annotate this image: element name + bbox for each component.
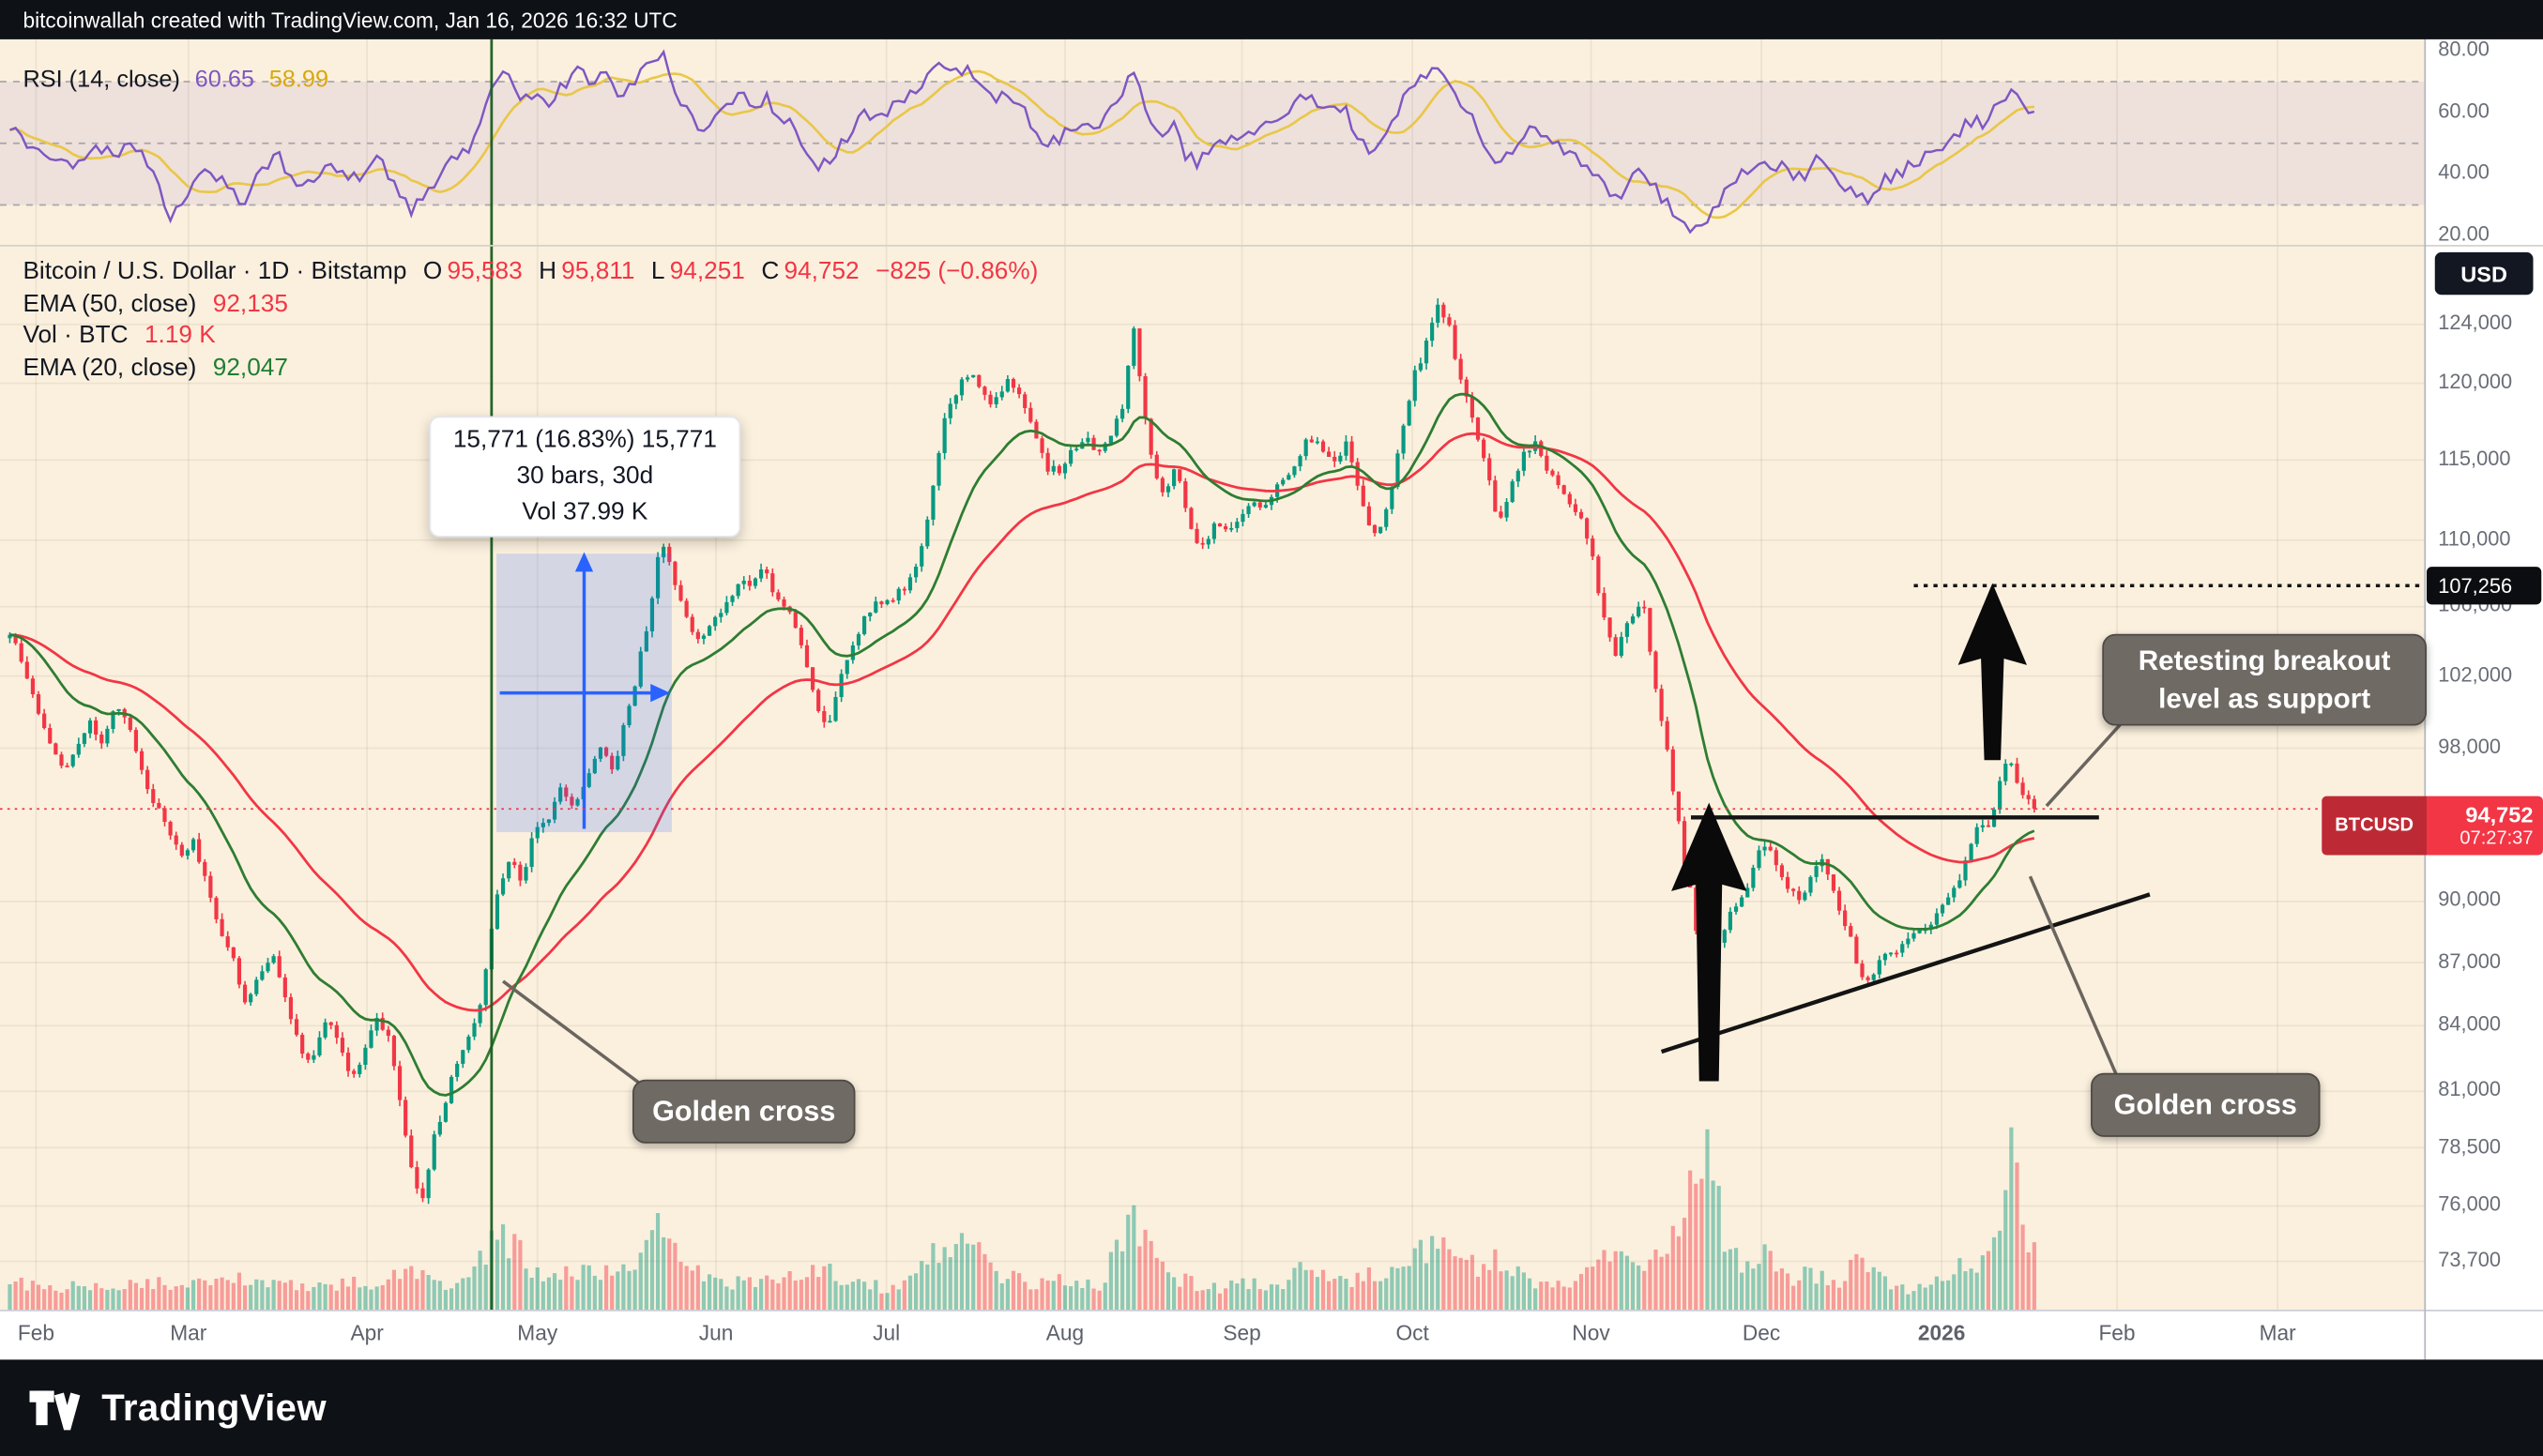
time-axis-label: 2026	[1917, 1320, 1966, 1345]
time-axis-label: Oct	[1395, 1320, 1429, 1345]
price-axis[interactable]: USD 107,256 BTCUSD 94,752 07:27:37	[2322, 39, 2543, 1359]
rsi-value: 60.65	[194, 67, 255, 94]
time-axis-label: Aug	[1045, 1320, 1085, 1345]
ema50-label: EMA (50, close)	[23, 290, 197, 318]
time-axis-label: Mar	[2259, 1320, 2296, 1345]
measure-volume: Vol 37.99 K	[522, 497, 648, 526]
measure-tooltip: 15,771 (16.83%) 15,771 30 bars, 30d Vol …	[429, 416, 741, 538]
ema20-value: 92,047	[212, 354, 288, 382]
tradingview-logo	[29, 1389, 81, 1430]
time-axis-label: Feb	[17, 1320, 54, 1345]
brand-name: TradingView	[101, 1386, 327, 1429]
price-tag-countdown: 07:27:37	[2459, 827, 2534, 848]
time-axis[interactable]: Feb Mar Apr May Jun Jul Aug Sep Oct Nov Dec 2026 Feb…	[0, 1311, 2425, 1359]
rsi-legend[interactable]: RSI (14, close) 60.65 58.99	[23, 68, 328, 94]
rsi-legend-label: RSI (14, close)	[23, 67, 180, 94]
brand-bar: TradingView	[0, 1359, 2543, 1456]
callout-retest-breakout[interactable]: Retesting breakout level as support	[2102, 633, 2428, 726]
rsi-ma-value: 58.99	[268, 67, 329, 94]
ohlc-low: L 94,251	[650, 257, 745, 285]
time-axis-label: Sep	[1223, 1320, 1261, 1345]
ohlc-high: H 95,811	[539, 257, 635, 285]
level-price-tag: 107,256	[2427, 567, 2542, 605]
time-axis-label: Jun	[698, 1320, 734, 1345]
price-tag-symbol: BTCUSD	[2322, 796, 2428, 856]
time-axis-label: May	[517, 1320, 558, 1345]
currency-button[interactable]: USD	[2434, 251, 2534, 296]
current-price-tag: BTCUSD 94,752 07:27:37	[2322, 796, 2543, 856]
time-axis-label: Mar	[170, 1320, 207, 1345]
ohlc-open: O 95,583	[422, 257, 523, 285]
time-axis-label: Apr	[350, 1320, 384, 1345]
volume-value: 1.19 K	[144, 321, 216, 349]
ema50-legend[interactable]: EMA (50, close) 92,135	[23, 290, 287, 318]
change-value: −825 (−0.86%)	[876, 257, 1039, 285]
time-axis-label: Feb	[2098, 1320, 2136, 1345]
ohlc-close: C 94,752	[761, 257, 860, 285]
callout-golden-cross-2[interactable]: Golden cross	[2091, 1072, 2321, 1137]
ema50-value: 92,135	[212, 290, 288, 318]
measure-change: 15,771 (16.83%) 15,771	[452, 425, 717, 454]
attribution-bar: bitcoinwallah created with TradingView.c…	[0, 0, 2543, 39]
time-axis-label: Dec	[1742, 1320, 1781, 1345]
callout-golden-cross-1[interactable]: Golden cross	[632, 1079, 856, 1144]
symbol-title: Bitcoin / U.S. Dollar · 1D · Bitstamp	[23, 257, 407, 285]
measure-bars: 30 bars, 30d	[516, 462, 654, 491]
ema20-label: EMA (20, close)	[23, 354, 197, 382]
volume-legend[interactable]: Vol · BTC 1.19 K	[23, 321, 215, 349]
time-axis-label: Jul	[873, 1320, 901, 1345]
volume-label: Vol · BTC	[23, 321, 129, 349]
time-axis-label: Nov	[1572, 1320, 1610, 1345]
price-tag-price: 94,752	[2465, 801, 2534, 827]
ema20-legend[interactable]: EMA (20, close) 92,047	[23, 354, 287, 382]
attribution-text: bitcoinwallah created with TradingView.c…	[23, 7, 678, 33]
